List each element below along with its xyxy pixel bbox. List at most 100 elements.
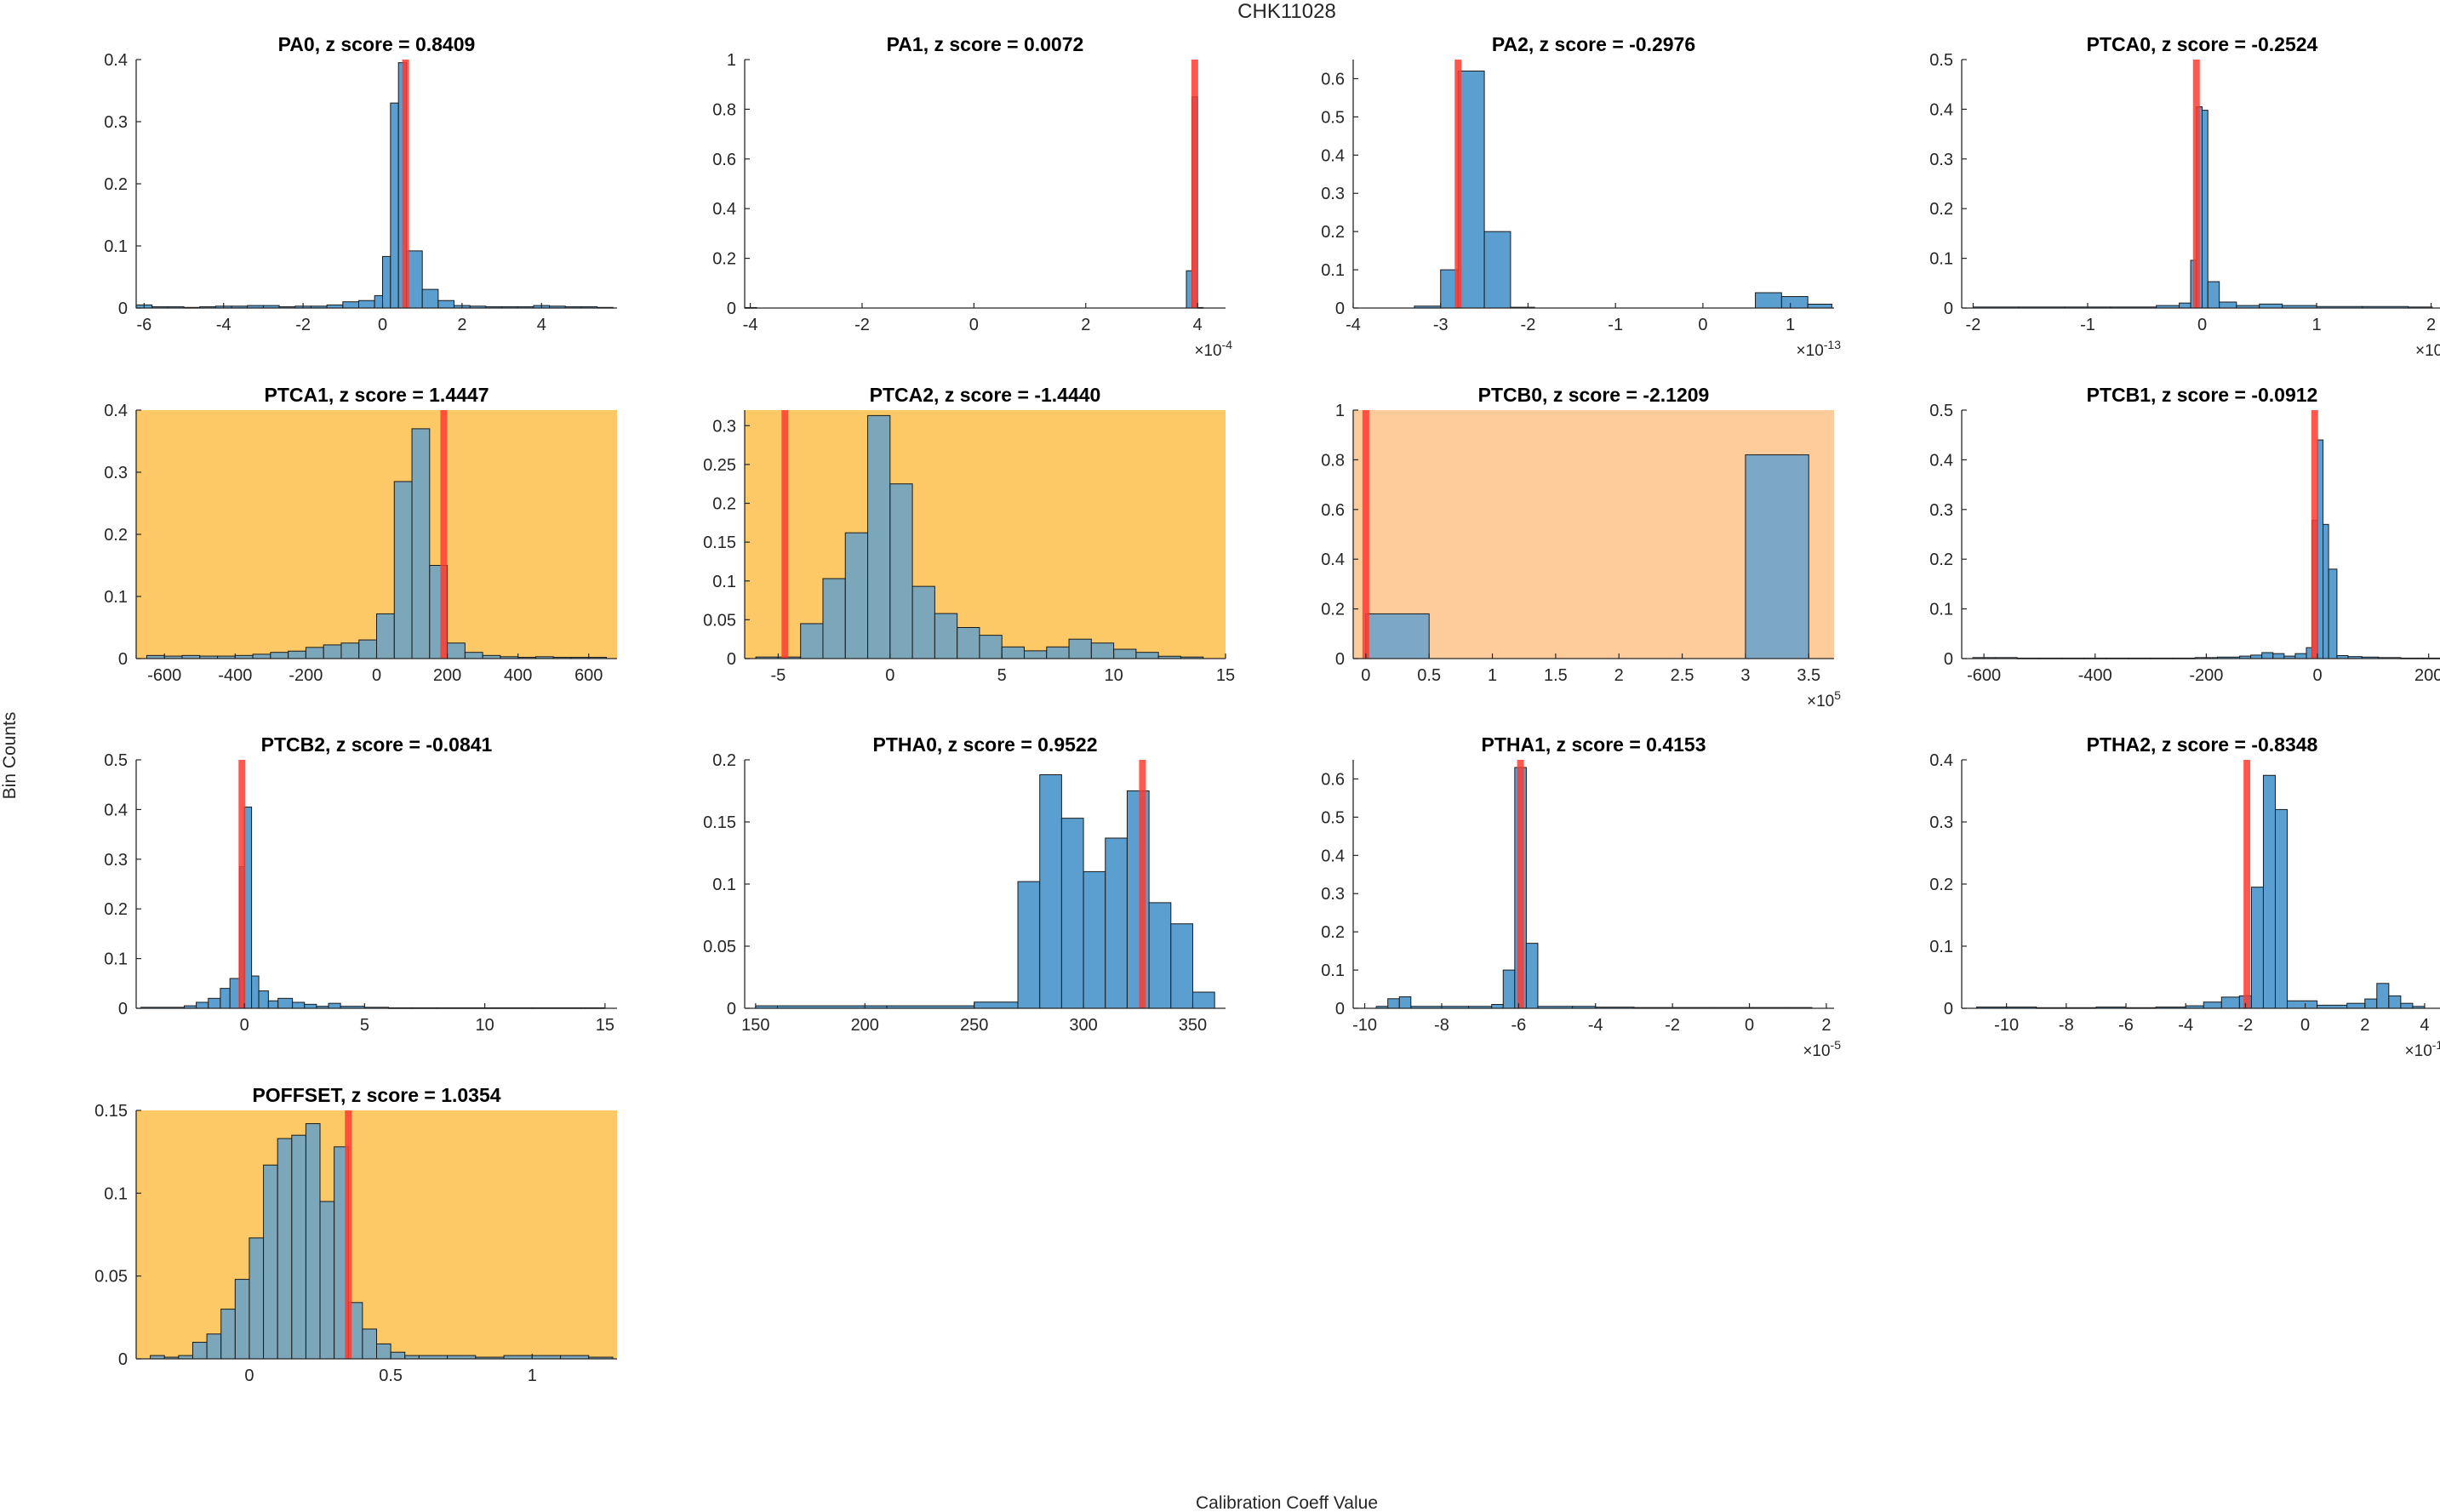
x-tick-label: -6 bbox=[136, 316, 151, 334]
coefficient-marker-line bbox=[440, 410, 448, 659]
y-tick-label: 0.3 bbox=[104, 851, 128, 870]
histogram-panel: 0 0.1 0.2 0.3 0.4 -10 -8 -6 -4 -2 0 2 4 ×10-12 PTHA2, … bbox=[1929, 733, 2440, 1060]
histogram-bar bbox=[1046, 646, 1070, 659]
x-tick-label: -4 bbox=[216, 316, 231, 334]
histogram-panel: 0 0.2 0.4 0.6 0.8 1 -4 -2 0 2 4 ×10-4 PA1, z score =… bbox=[712, 33, 1232, 360]
histogram-bar bbox=[1457, 70, 1485, 309]
x-tick-label: -2 bbox=[2237, 1016, 2253, 1035]
histogram-bar bbox=[362, 1328, 378, 1360]
x-tick-label: 2 bbox=[1614, 666, 1624, 685]
histogram-bar bbox=[974, 1001, 1019, 1009]
histogram-bar bbox=[358, 639, 377, 659]
y-tick-label: 0.1 bbox=[1929, 601, 1953, 619]
plot-area bbox=[745, 60, 1226, 308]
histogram-bar bbox=[376, 1343, 391, 1360]
histogram-bar bbox=[1807, 304, 1832, 309]
y-tick-label: 0.15 bbox=[94, 1102, 128, 1121]
histogram-panel: 0 0.1 0.2 0.3 0.4 -600 -400 -200 0 200 400 600 PTCA1… bbox=[104, 384, 617, 685]
x-tick-label: 0 bbox=[244, 1367, 254, 1385]
histogram-bar bbox=[251, 975, 260, 1009]
histogram-bar bbox=[1017, 881, 1041, 1009]
x-tick-label: 15 bbox=[596, 1016, 614, 1035]
histogram-bar bbox=[1186, 270, 1193, 309]
histogram-bar bbox=[390, 1351, 406, 1360]
x-tick-label: 250 bbox=[960, 1016, 988, 1035]
panel-title: PTCA0, z score = -0.2524 bbox=[2087, 33, 2318, 55]
panel-title: PTCA1, z score = 1.4447 bbox=[264, 384, 489, 406]
x-tick-label: 400 bbox=[504, 666, 532, 685]
y-tick-label: 0.3 bbox=[712, 417, 736, 436]
x-tick-label: -10 bbox=[1994, 1016, 2019, 1035]
x-tick-label: -4 bbox=[1588, 1016, 1603, 1035]
coefficient-marker-line bbox=[781, 410, 789, 659]
y-tick-label: 0.2 bbox=[104, 175, 128, 194]
histogram-bar bbox=[1491, 1004, 1504, 1009]
y-tick-label: 0.4 bbox=[712, 200, 736, 219]
x-axis-exponent: ×10-12 bbox=[2405, 1038, 2440, 1060]
y-tick-label: 0.1 bbox=[104, 588, 128, 607]
x-tick-label: -600 bbox=[147, 666, 181, 685]
histogram-bar bbox=[844, 532, 869, 659]
y-tick-label: 0.1 bbox=[1321, 961, 1345, 980]
x-tick-label: -4 bbox=[743, 316, 758, 334]
y-tick-label: 0.3 bbox=[104, 464, 128, 482]
histogram-bar bbox=[288, 650, 306, 659]
x-tick-label: 200 bbox=[433, 666, 461, 685]
plot-area bbox=[1353, 760, 1834, 1008]
y-tick-label: 0.4 bbox=[1929, 751, 1953, 770]
coefficient-marker-line bbox=[2311, 410, 2318, 659]
y-tick-label: 0.2 bbox=[1321, 223, 1345, 242]
x-tick-label: -6 bbox=[1511, 1016, 1526, 1035]
histogram-bar bbox=[2328, 568, 2338, 659]
histogram-bar bbox=[2179, 302, 2191, 309]
x-axis-exponent: ×10-4 bbox=[1194, 338, 1232, 360]
histogram-bar bbox=[382, 255, 391, 309]
x-tick-label: 15 bbox=[1216, 666, 1235, 685]
histogram-bar bbox=[220, 988, 231, 1009]
y-tick-label: 0.5 bbox=[1929, 51, 1953, 70]
y-tick-label: 0.6 bbox=[1321, 770, 1345, 789]
panel-title: PTCB1, z score = -0.0912 bbox=[2087, 384, 2318, 406]
histogram-bar bbox=[1387, 998, 1400, 1009]
x-tick-label: 0 bbox=[372, 666, 381, 685]
histogram-bar bbox=[1780, 296, 1809, 309]
coefficient-marker-line bbox=[1362, 410, 1369, 659]
histogram-bar bbox=[328, 1002, 341, 1009]
y-tick-label: 0.05 bbox=[94, 1268, 128, 1287]
plot-area-highlight bbox=[745, 410, 1226, 659]
x-tick-label: 0 bbox=[1745, 1016, 1754, 1035]
x-tick-label: 0 bbox=[2312, 666, 2322, 685]
y-tick-label: 0.4 bbox=[1929, 451, 1953, 470]
histogram-bar bbox=[376, 613, 395, 659]
histogram-bar bbox=[1001, 646, 1025, 659]
x-tick-label: 4 bbox=[1193, 316, 1203, 334]
panel-title: PTHA2, z score = -0.8348 bbox=[2087, 733, 2318, 756]
coefficient-marker-line bbox=[2243, 760, 2251, 1008]
x-tick-label: -1 bbox=[1608, 316, 1623, 334]
x-tick-label: -3 bbox=[1433, 316, 1449, 334]
x-tick-label: -1 bbox=[2080, 316, 2095, 334]
x-tick-label: 0 bbox=[2300, 1016, 2310, 1035]
x-tick-label: 0 bbox=[1698, 316, 1707, 334]
y-tick-label: 0.4 bbox=[1929, 100, 1953, 119]
y-tick-label: 0.1 bbox=[712, 876, 736, 894]
histogram-bar bbox=[229, 978, 240, 1009]
y-tick-label: 0.2 bbox=[712, 495, 736, 514]
histogram-bar bbox=[2287, 1000, 2318, 1009]
histogram-bar bbox=[258, 990, 269, 1009]
histogram-bar bbox=[1090, 642, 1115, 659]
histogram-bar bbox=[305, 1123, 321, 1360]
x-tick-label: 0 bbox=[1361, 666, 1370, 685]
histogram-bar bbox=[342, 301, 359, 309]
histogram-bar bbox=[911, 585, 935, 659]
histogram-bar bbox=[252, 653, 271, 659]
histogram-bar bbox=[323, 644, 342, 659]
histogram-bar bbox=[393, 481, 413, 659]
y-tick-label: 0.5 bbox=[1321, 808, 1345, 827]
y-tick-label: 0 bbox=[1944, 1000, 1953, 1018]
x-tick-label: 5 bbox=[997, 666, 1007, 685]
y-tick-label: 0.6 bbox=[1321, 501, 1345, 520]
histogram-panel: 0 0.05 0.1 0.15 0 0.5 1 POFFSET, z score = 1.03… bbox=[94, 1084, 617, 1385]
histogram-bar bbox=[1023, 650, 1048, 659]
plot-area-highlight bbox=[136, 1110, 617, 1359]
